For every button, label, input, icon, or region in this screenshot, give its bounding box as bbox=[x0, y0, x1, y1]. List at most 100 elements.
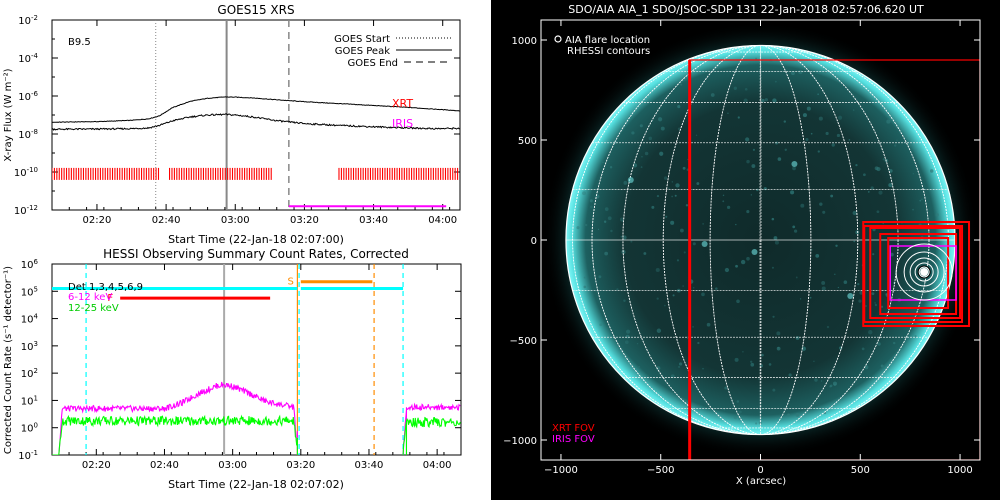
rhessi-contour bbox=[918, 266, 930, 278]
goes-series-line bbox=[52, 113, 460, 131]
x-tick-label: 1000 bbox=[947, 465, 972, 476]
disk-texture-speck bbox=[674, 194, 677, 197]
disk-texture-speck bbox=[682, 166, 686, 170]
hessi-flag-label: S bbox=[287, 277, 293, 288]
legend-12-25-kev: 12-25 keV bbox=[68, 303, 119, 314]
disk-texture-speck bbox=[864, 304, 867, 308]
disk-texture-speck bbox=[800, 203, 805, 208]
disk-texture-speck bbox=[788, 373, 792, 377]
y-tick-label: 0 bbox=[531, 236, 537, 247]
disk-texture-speck bbox=[757, 378, 760, 380]
disk-texture-speck bbox=[783, 120, 786, 123]
disk-texture-speck bbox=[746, 159, 750, 164]
legend-6-12-kev: 6-12 keV bbox=[68, 292, 112, 303]
disk-texture-speck bbox=[831, 143, 835, 147]
disk-texture-speck bbox=[878, 190, 883, 195]
disk-texture-speck bbox=[722, 194, 725, 197]
disk-texture-speck bbox=[798, 69, 803, 75]
disk-texture-speck bbox=[888, 183, 893, 188]
disk-texture-speck bbox=[774, 240, 779, 245]
disk-texture-speck bbox=[597, 228, 600, 231]
disk-texture-speck bbox=[830, 194, 834, 198]
disk-texture-speck bbox=[761, 98, 765, 103]
x-tick-label: 03:20 bbox=[286, 460, 315, 471]
disk-texture-speck bbox=[892, 341, 896, 345]
disk-texture-speck bbox=[610, 229, 613, 233]
disk-texture-speck bbox=[706, 322, 711, 327]
disk-texture-speck bbox=[912, 208, 914, 211]
disk-texture-speck bbox=[625, 340, 629, 344]
disk-texture-speck bbox=[685, 204, 689, 207]
disk-texture-speck bbox=[919, 199, 922, 202]
disk-texture-speck bbox=[616, 288, 619, 291]
disk-texture-speck bbox=[723, 408, 726, 411]
goes-title: GOES15 XRS bbox=[217, 3, 294, 17]
disk-texture-speck bbox=[639, 124, 643, 128]
disk-texture-speck bbox=[773, 236, 778, 240]
disk-texture-speck bbox=[727, 112, 729, 114]
disk-texture-speck bbox=[861, 347, 865, 351]
disk-texture-speck bbox=[621, 220, 624, 222]
disk-texture-speck bbox=[679, 362, 683, 366]
rhessi-contour bbox=[895, 243, 953, 301]
disk-texture-speck bbox=[656, 195, 660, 198]
disk-texture-speck bbox=[790, 190, 795, 195]
hessi-series-line bbox=[402, 416, 461, 455]
disk-texture-speck bbox=[857, 282, 860, 286]
disk-texture-speck bbox=[622, 235, 627, 240]
disk-texture-speck bbox=[815, 254, 820, 258]
hessi-y-axis-label: Corrected Count Rate (s⁻¹ detector⁻¹) bbox=[3, 266, 14, 454]
disk-texture-speck bbox=[746, 62, 748, 64]
disk-texture-speck bbox=[736, 400, 740, 403]
disk-texture-speck bbox=[656, 297, 659, 300]
disk-texture-speck bbox=[682, 285, 684, 287]
disk-texture-speck bbox=[874, 303, 878, 307]
y-tick-label: 10-2 bbox=[18, 14, 38, 27]
disk-texture-speck bbox=[702, 223, 704, 225]
x-tick-label: 03:40 bbox=[355, 460, 384, 471]
disk-texture-speck bbox=[602, 161, 604, 164]
disk-texture-speck bbox=[609, 166, 613, 169]
disk-texture-speck bbox=[668, 187, 670, 190]
disk-texture-speck bbox=[777, 157, 782, 161]
disk-texture-speck bbox=[582, 191, 586, 196]
disk-texture-speck bbox=[809, 296, 812, 299]
disk-texture-speck bbox=[834, 273, 836, 276]
aia-image bbox=[542, 22, 980, 460]
disk-texture-speck bbox=[656, 366, 661, 371]
y-tick-label: 10-10 bbox=[14, 166, 38, 179]
disk-texture-speck bbox=[746, 256, 750, 261]
disk-texture-speck bbox=[715, 287, 718, 290]
y-tick-label: 104 bbox=[21, 313, 39, 326]
xrt-fov-small bbox=[869, 227, 962, 319]
rhessi-contour bbox=[903, 251, 945, 293]
disk-texture-speck bbox=[814, 378, 818, 382]
disk-texture-speck bbox=[743, 98, 748, 103]
x-tick-label: −500 bbox=[647, 465, 674, 476]
aia-title: SDO/AIA AIA_1 SDO/JSOC-SDP 131 22-Jan-20… bbox=[568, 3, 924, 16]
bright-region bbox=[847, 293, 854, 299]
y-tick-label: 10-4 bbox=[18, 52, 38, 65]
disk-texture-speck bbox=[855, 163, 858, 167]
disk-texture-speck bbox=[795, 412, 800, 417]
disk-texture-speck bbox=[692, 325, 694, 328]
x-tick-label: 04:00 bbox=[428, 215, 457, 226]
rhessi-contour bbox=[909, 257, 939, 287]
x-tick-label: 02:40 bbox=[150, 460, 179, 471]
x-tick-label: 02:20 bbox=[83, 215, 112, 226]
disk-texture-speck bbox=[670, 374, 675, 379]
disk-texture-speck bbox=[935, 213, 939, 217]
bright-region bbox=[751, 249, 758, 255]
disk-texture-speck bbox=[877, 342, 881, 346]
disk-texture-speck bbox=[776, 331, 781, 336]
disk-texture-speck bbox=[724, 386, 728, 390]
disk-texture-speck bbox=[870, 186, 874, 190]
disk-texture-speck bbox=[837, 115, 843, 120]
disk-texture-speck bbox=[697, 341, 700, 345]
y-tick-label: 10-8 bbox=[18, 128, 38, 141]
legend-rhessi-contours: RHESSI contours bbox=[567, 46, 650, 57]
y-tick-label: 102 bbox=[21, 367, 38, 380]
disk-texture-speck bbox=[672, 294, 675, 297]
disk-texture-speck bbox=[852, 109, 855, 111]
